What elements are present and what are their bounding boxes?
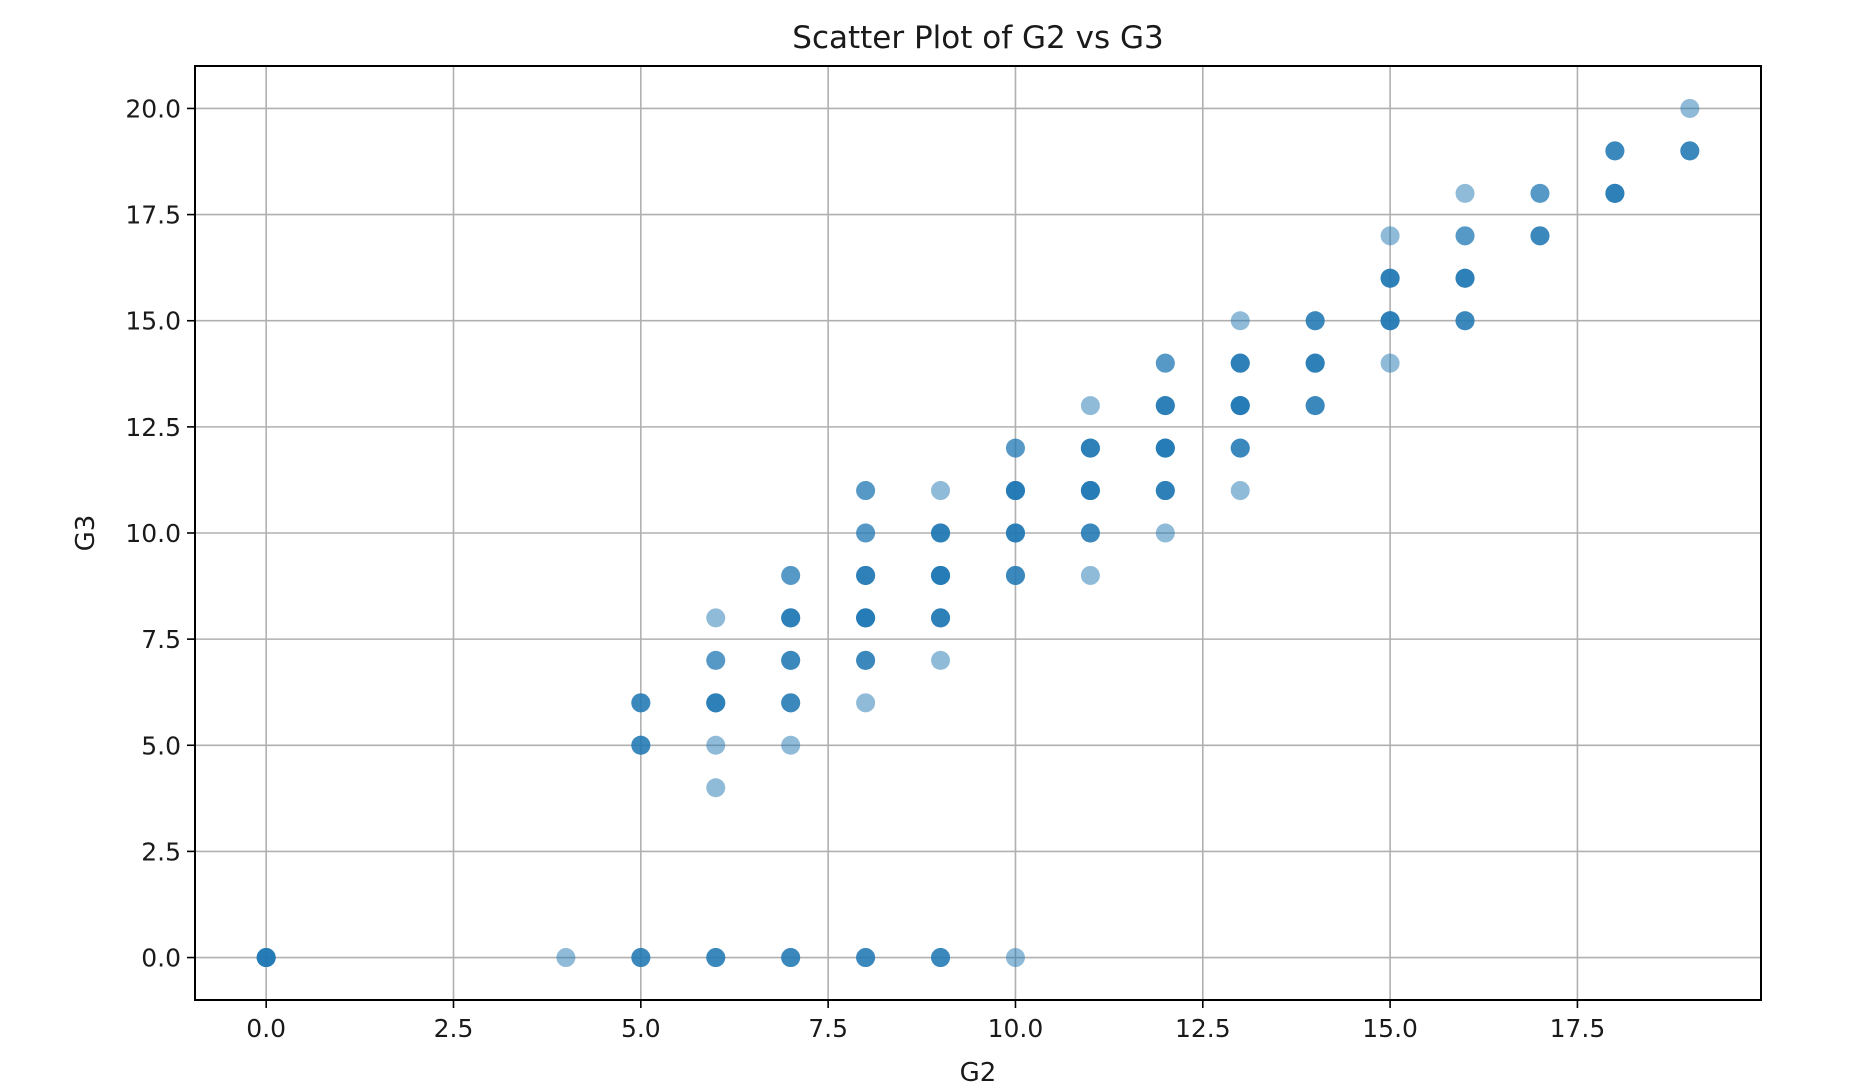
scatter-point: [1005, 438, 1025, 458]
scatter-point: [1380, 268, 1400, 288]
scatter-point: [1155, 353, 1175, 373]
scatter-point: [631, 735, 651, 755]
scatter-point: [1605, 183, 1625, 203]
y-tick-label: 5.0: [141, 731, 181, 760]
scatter-point: [1380, 311, 1400, 331]
scatter-point: [1155, 438, 1175, 458]
scatter-point: [781, 565, 801, 585]
y-tick-label: 10.0: [125, 519, 181, 548]
scatter-point: [1455, 226, 1475, 246]
scatter-point: [1530, 226, 1550, 246]
scatter-point: [1155, 481, 1175, 501]
scatter-point: [706, 693, 726, 713]
x-axis-ticks: 0.0 2.5 5.0 7.5 10.0 12.5 15.0 17.5: [246, 1000, 1605, 1043]
scatter-point: [781, 948, 801, 968]
y-tick-label: 15.0: [125, 307, 181, 336]
scatter-point: [781, 693, 801, 713]
scatter-point: [1230, 481, 1250, 501]
scatter-point: [1080, 481, 1100, 501]
scatter-point: [931, 523, 951, 543]
scatter-point: [781, 735, 801, 755]
scatter-point: [1530, 183, 1550, 203]
scatter-point: [1230, 311, 1250, 331]
grid-lines: [195, 66, 1761, 1000]
scatter-point: [1005, 948, 1025, 968]
scatter-point: [1455, 268, 1475, 288]
scatter-point: [1455, 311, 1475, 331]
scatter-point: [1080, 396, 1100, 416]
scatter-point: [1230, 353, 1250, 373]
y-tick-label: 20.0: [125, 94, 181, 123]
scatter-point: [1155, 523, 1175, 543]
scatter-point: [1680, 141, 1700, 161]
scatter-point: [1680, 98, 1700, 118]
scatter-point: [256, 948, 276, 968]
scatter-point: [706, 948, 726, 968]
scatter-point: [706, 735, 726, 755]
scatter-point: [856, 608, 876, 628]
scatter-point: [856, 481, 876, 501]
scatter-point: [706, 778, 726, 798]
scatter-point: [706, 608, 726, 628]
scatter-point: [1080, 523, 1100, 543]
scatter-point: [856, 948, 876, 968]
scatter-point: [631, 948, 651, 968]
y-tick-label: 12.5: [125, 413, 181, 442]
scatter-point: [1305, 353, 1325, 373]
x-tick-label: 10.0: [988, 1014, 1044, 1043]
y-axis-ticks: 0.0 2.5 5.0 7.5 10.0 12.5 15.0 17.5 20.0: [125, 94, 195, 973]
scatter-point: [856, 523, 876, 543]
x-tick-label: 2.5: [434, 1014, 474, 1043]
scatter-point: [931, 481, 951, 501]
scatter-point: [706, 650, 726, 670]
x-tick-label: 15.0: [1362, 1014, 1418, 1043]
chart-title: Scatter Plot of G2 vs G3: [792, 20, 1163, 56]
scatter-point: [1005, 481, 1025, 501]
scatter-point: [1230, 396, 1250, 416]
x-tick-label: 12.5: [1175, 1014, 1231, 1043]
scatter-point: [781, 650, 801, 670]
y-tick-label: 7.5: [141, 625, 181, 654]
scatter-point: [1005, 523, 1025, 543]
scatter-point: [1080, 565, 1100, 585]
scatter-point: [631, 693, 651, 713]
y-axis-label: G3: [71, 515, 101, 552]
scatter-point: [856, 565, 876, 585]
scatter-point: [856, 650, 876, 670]
y-tick-label: 0.0: [141, 944, 181, 973]
scatter-point: [1305, 311, 1325, 331]
scatter-point: [1305, 396, 1325, 416]
scatter-point: [931, 650, 951, 670]
scatter-point: [1380, 353, 1400, 373]
scatter-point: [781, 608, 801, 628]
scatter-point: [556, 948, 576, 968]
scatter-point: [1080, 438, 1100, 458]
x-axis-label: G2: [960, 1058, 997, 1087]
scatter-point: [931, 948, 951, 968]
x-tick-label: 5.0: [621, 1014, 661, 1043]
x-tick-label: 7.5: [808, 1014, 848, 1043]
scatter-point: [931, 565, 951, 585]
scatter-point: [1605, 141, 1625, 161]
scatter-point: [1005, 565, 1025, 585]
scatter-point: [1155, 396, 1175, 416]
y-tick-label: 17.5: [125, 201, 181, 230]
scatter-point: [856, 693, 876, 713]
x-tick-label: 0.0: [246, 1014, 286, 1043]
scatter-point: [1230, 438, 1250, 458]
scatter-point: [931, 608, 951, 628]
scatter-points: [256, 98, 1700, 968]
y-tick-label: 2.5: [141, 837, 181, 866]
scatter-point: [1455, 183, 1475, 203]
x-tick-label: 17.5: [1550, 1014, 1606, 1043]
scatter-point: [1380, 226, 1400, 246]
